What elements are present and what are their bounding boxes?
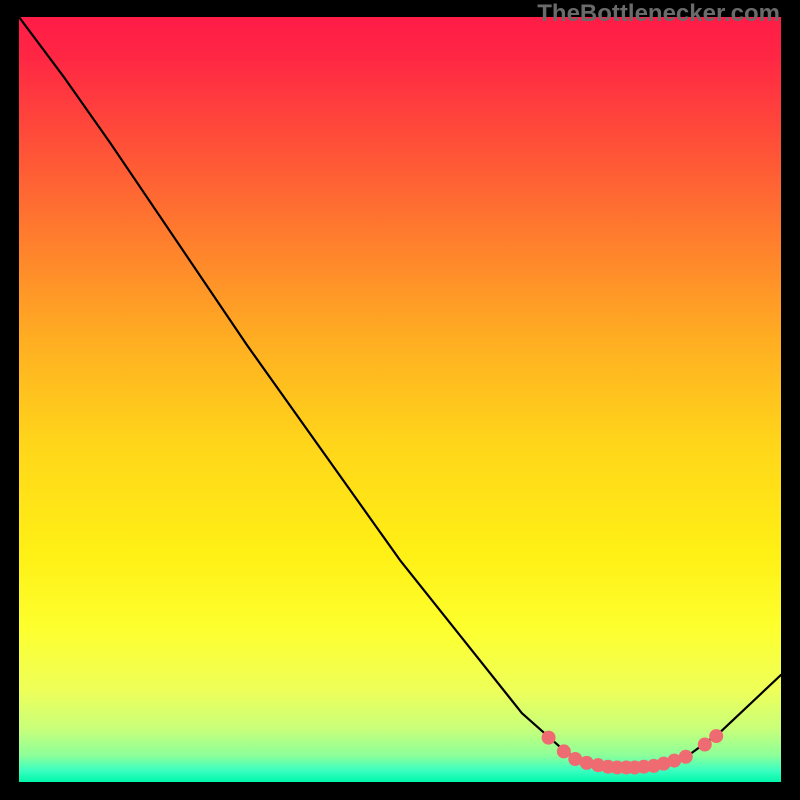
curve-marker: [542, 731, 555, 744]
curve-marker: [698, 738, 711, 751]
chart-container: { "canvas": { "width": 800, "height": 80…: [0, 0, 800, 800]
plot-area: [19, 17, 781, 782]
watermark-text: TheBottlenecker.com: [537, 0, 780, 28]
marker-group: [542, 730, 723, 774]
curve-marker: [679, 750, 692, 763]
bottleneck-curve: [19, 17, 781, 767]
curve-marker: [580, 756, 593, 769]
curve-marker: [557, 745, 570, 758]
chart-overlay: [19, 17, 781, 782]
curve-marker: [710, 730, 723, 743]
